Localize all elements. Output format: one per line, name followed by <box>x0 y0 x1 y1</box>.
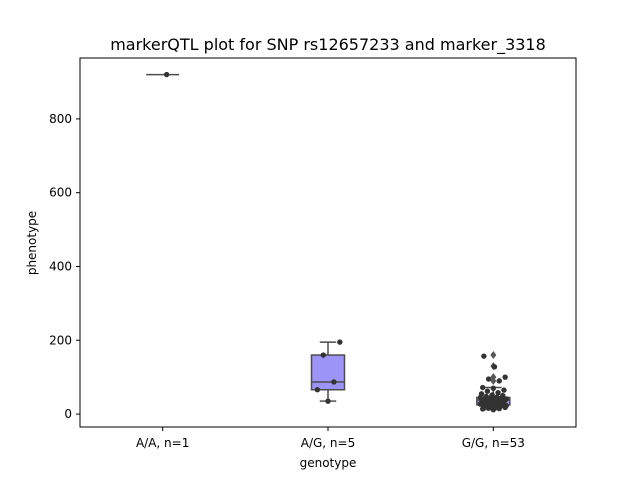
y-axis-label: phenotype <box>25 211 39 275</box>
chart-title: markerQTL plot for SNP rs12657233 and ma… <box>110 35 546 55</box>
data-point <box>491 364 498 370</box>
outlier-marker <box>490 351 497 360</box>
data-point <box>478 391 485 397</box>
plot-frame <box>79 57 577 428</box>
y-tick-label: 600 <box>49 186 72 200</box>
data-point <box>314 387 321 393</box>
chart-marks: 0 200 400 600 800 A/A, n=1 A/G, n=5 G/G, n=53 <box>49 71 525 450</box>
y-tick-label: 800 <box>49 112 72 126</box>
data-point <box>500 392 506 399</box>
data-point <box>495 389 501 396</box>
data-point <box>479 384 486 391</box>
data-point <box>501 387 507 393</box>
data-point <box>503 396 510 402</box>
x-tick-label: G/G, n=53 <box>462 436 525 450</box>
y-tick-label: 200 <box>49 333 72 347</box>
data-point <box>483 393 489 400</box>
data-point <box>163 71 170 78</box>
data-point <box>496 378 502 384</box>
data-point <box>485 376 492 382</box>
outlier-marker <box>490 373 497 382</box>
x-tick-label: A/A, n=1 <box>136 436 189 450</box>
data-point <box>490 385 497 391</box>
data-point <box>489 392 495 398</box>
y-tick-label: 400 <box>49 259 72 273</box>
data-point <box>337 339 343 345</box>
box <box>310 354 346 391</box>
data-point <box>481 353 487 359</box>
y-tick-label: 0 <box>64 407 72 421</box>
data-point <box>494 394 500 400</box>
data-point <box>484 388 491 394</box>
data-point <box>320 352 326 358</box>
data-point <box>325 398 331 404</box>
x-axis-label: genotype <box>300 456 357 470</box>
data-point <box>331 379 337 385</box>
x-tick-label: A/G, n=5 <box>301 436 355 450</box>
data-point <box>502 374 508 380</box>
